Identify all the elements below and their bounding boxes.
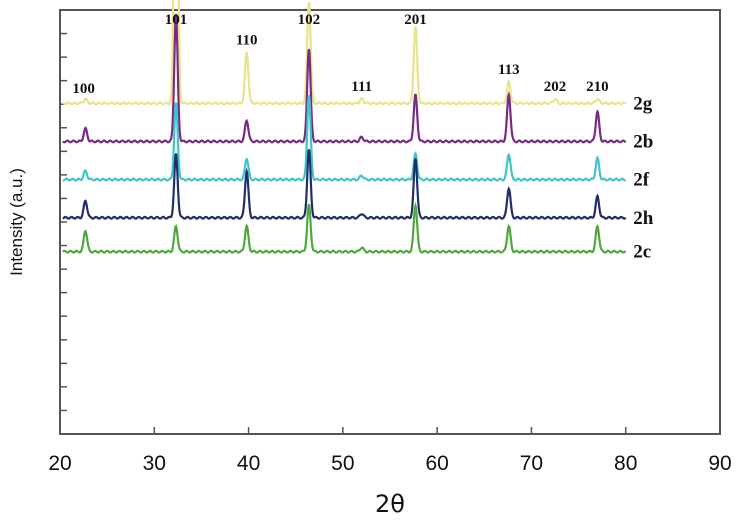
series-2h-line xyxy=(62,149,627,220)
series-2b-line xyxy=(62,13,627,144)
x-tick-label: 40 xyxy=(237,452,260,475)
peak-label-110: 110 xyxy=(236,32,258,48)
x-tick-label: 60 xyxy=(425,452,448,475)
peak-labels: 100 101 110 102 111 201 113 202 210 xyxy=(72,12,608,97)
series-labels: 2g 2b 2f 2h 2c xyxy=(633,93,654,262)
x-tick-label: 20 xyxy=(48,452,71,475)
x-tick-label: 80 xyxy=(614,452,637,475)
peak-label-100: 100 xyxy=(72,81,95,97)
series-label-2b: 2b xyxy=(633,131,653,152)
series-label-2g: 2g xyxy=(633,93,653,114)
x-tick-label: 30 xyxy=(143,452,166,475)
x-ticks: 20 30 40 50 60 70 80 90 xyxy=(48,427,732,475)
x-tick-label: 50 xyxy=(331,452,354,475)
peak-label-101: 101 xyxy=(165,12,188,28)
peak-label-111: 111 xyxy=(351,79,372,95)
y-axis-label: Intensity (a.u.) xyxy=(7,168,26,276)
x-tick-label: 90 xyxy=(708,452,731,475)
series-label-2h: 2h xyxy=(633,208,654,229)
y-ticks xyxy=(60,32,67,412)
plot-frame xyxy=(59,9,721,435)
series-label-2f: 2f xyxy=(633,170,650,191)
peak-label-202: 202 xyxy=(544,79,567,95)
peak-label-201: 201 xyxy=(404,12,427,28)
series-2f-line xyxy=(62,94,626,182)
series-2g-line xyxy=(62,0,627,106)
series-layer xyxy=(62,0,627,254)
series-label-2c: 2c xyxy=(633,242,651,263)
peak-label-113: 113 xyxy=(498,62,520,78)
x-axis-label: 2θ xyxy=(375,490,405,518)
peak-label-210: 210 xyxy=(586,79,609,95)
x-tick-label: 70 xyxy=(520,452,543,475)
series-2c-line xyxy=(62,201,627,254)
peak-label-102: 102 xyxy=(298,12,321,28)
